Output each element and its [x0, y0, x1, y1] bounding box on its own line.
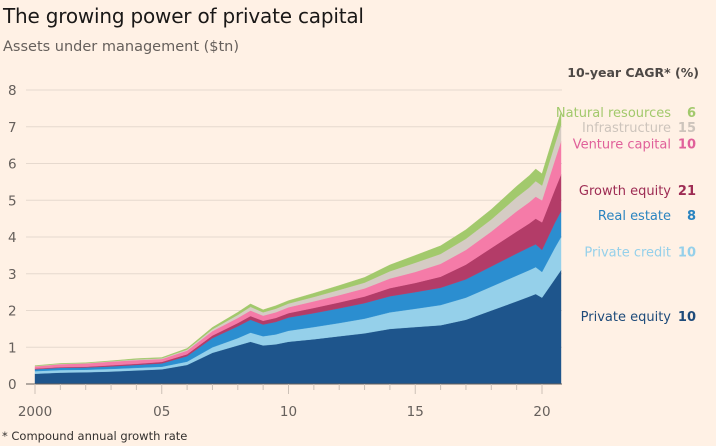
- legend-cagr-value: 10: [678, 246, 696, 261]
- y-tick-label: 8: [8, 83, 17, 99]
- legend-item: Real estate 8: [598, 209, 696, 224]
- legend-cagr-value: 10: [678, 137, 696, 152]
- x-axis: 2000 05 10 15 20: [18, 383, 562, 420]
- legend-title: 10-year CAGR* (%): [567, 65, 699, 80]
- footnote: * Compound annual growth rate: [2, 429, 188, 443]
- x-tick-label: 15: [407, 404, 424, 420]
- x-tick-label: 2000: [18, 404, 52, 420]
- legend-label: Private equity: [581, 310, 672, 325]
- y-tick-label: 6: [8, 157, 17, 173]
- legend-label: Natural resources: [556, 106, 671, 121]
- chart-title: The growing power of private capital: [3, 4, 364, 28]
- y-axis: 0 1 2 3 4 5 6 7 8: [8, 83, 17, 393]
- legend-cagr-value: 6: [687, 106, 696, 121]
- legend-label: Real estate: [598, 209, 671, 224]
- legend-cagr-value: 8: [687, 209, 696, 224]
- legend-item: Private equity 10: [581, 310, 696, 325]
- legend-cagr-value: 21: [678, 184, 696, 199]
- x-tick-label: 20: [533, 404, 550, 420]
- legend-cagr-value: 10: [678, 310, 696, 325]
- y-tick-label: 5: [8, 193, 17, 209]
- area-natural-resources: [34, 112, 562, 367]
- y-tick-label: 4: [8, 230, 17, 246]
- legend-cagr-value: 15: [678, 121, 696, 136]
- y-tick-label: 1: [8, 340, 17, 356]
- legend-item: Venture capital 10: [573, 137, 696, 152]
- legend-item: Growth equity 21: [579, 184, 696, 199]
- x-tick-label: 05: [153, 404, 170, 420]
- legend-label: Venture capital: [573, 137, 671, 152]
- legend-label: Private credit: [584, 246, 671, 261]
- y-tick-label: 2: [8, 304, 17, 320]
- x-tick-label: 10: [280, 404, 297, 420]
- legend-item: Infrastructure 15: [582, 121, 696, 136]
- area-layers: [34, 112, 562, 385]
- legend-item: Private credit 10: [584, 246, 696, 261]
- legend-label: Infrastructure: [582, 121, 671, 136]
- legend-label: Growth equity: [579, 184, 671, 199]
- chart-subtitle: Assets under management ($tn): [3, 39, 240, 55]
- legend-item: Natural resources 6: [556, 106, 696, 121]
- y-tick-label: 0: [8, 377, 17, 393]
- y-tick-label: 7: [8, 120, 17, 136]
- y-tick-label: 3: [8, 267, 17, 283]
